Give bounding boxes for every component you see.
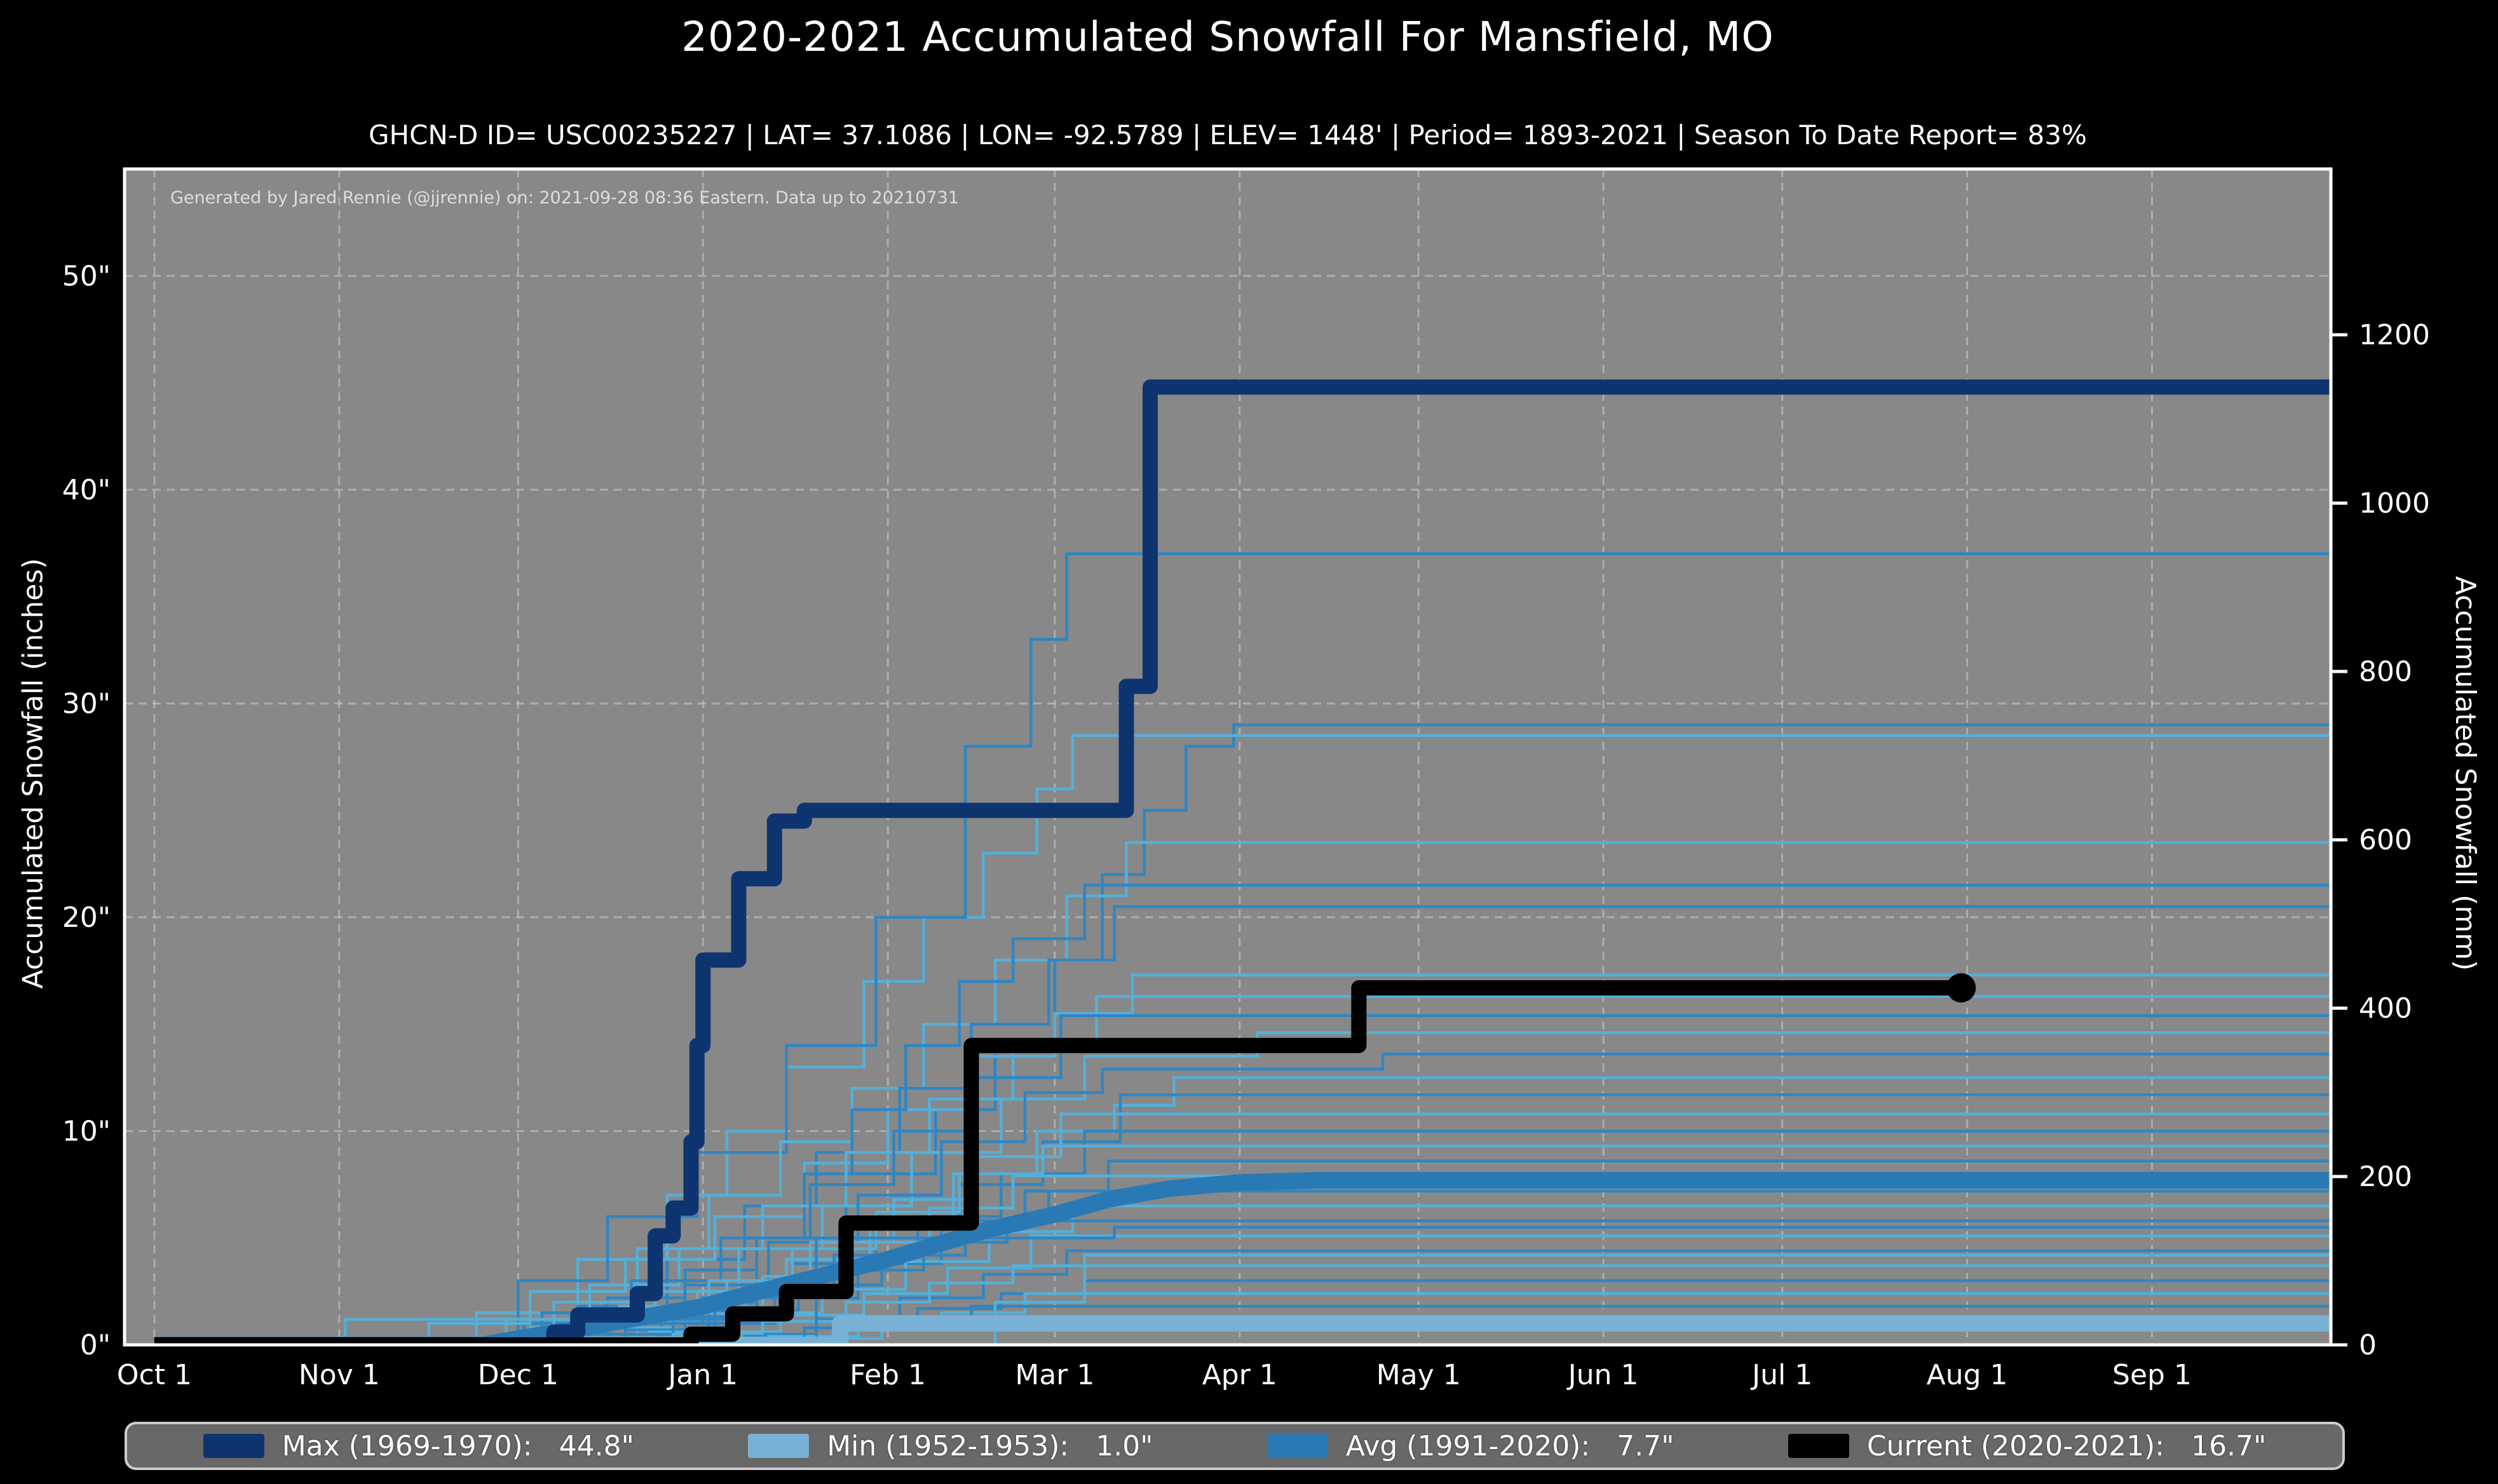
y-left-tick-0: 0" (80, 1329, 111, 1361)
station-metadata-subtitle: GHCN-D ID= USC00235227 | LAT= 37.1086 | … (368, 119, 2087, 151)
x-tick-May-1: May 1 (1376, 1359, 1461, 1391)
legend-item-min: Min (1952-1953): 1.0" (748, 1430, 1153, 1462)
page-title: 2020-2021 Accumulated Snowfall For Mansf… (681, 14, 1774, 61)
legend-swatch-min (748, 1434, 810, 1458)
y-right-tick-1000: 1000 (2359, 487, 2430, 520)
series-line-max (154, 379, 2331, 1345)
y-left-tick-50: 50" (62, 260, 111, 292)
legend-value-max: 44.8" (550, 1429, 634, 1462)
legend-item-max: Max (1969-1970): 44.8" (203, 1430, 634, 1462)
legend-label-min: Min (1952-1953): (827, 1429, 1069, 1462)
x-tick-Feb-1: Feb 1 (850, 1359, 926, 1391)
x-tick-Jul-1: Jul 1 (1750, 1359, 1812, 1391)
y-left-tick-40: 40" (62, 474, 111, 506)
y-right-tick-1200: 1200 (2359, 319, 2430, 351)
legend-item-current: Current (2020-2021): 16.7" (1788, 1430, 2266, 1462)
legend-value-current: 16.7" (2182, 1429, 2267, 1462)
x-tick-Mar-1: Mar 1 (1015, 1359, 1094, 1391)
legend-label-avg: Avg (1991-2020): (1345, 1429, 1591, 1462)
legend-value-min: 1.0" (1087, 1429, 1153, 1462)
right-axis-label-wrap: Accumulated Snowfall (mm) (2224, 576, 2498, 971)
legend-swatch-current (1788, 1434, 1849, 1458)
left-axis-label: Accumulated Snowfall (inches) (17, 558, 50, 989)
x-tick-Apr-1: Apr 1 (1202, 1359, 1277, 1391)
x-tick-Oct-1: Oct 1 (117, 1359, 192, 1391)
legend-swatch-avg (1266, 1434, 1328, 1458)
legend-label-max: Max (1969-1970): (282, 1429, 533, 1462)
x-tick-Nov-1: Nov 1 (299, 1359, 380, 1391)
plot-spines (123, 167, 2333, 1347)
x-tick-Jan-1: Jan 1 (666, 1359, 738, 1391)
y-left-tick-20: 20" (62, 901, 111, 934)
y-right-tick-400: 400 (2359, 992, 2412, 1025)
background-season-line-1 (154, 734, 2331, 1345)
x-tick-Aug-1: Aug 1 (1927, 1359, 2008, 1391)
y-left-tick-30: 30" (62, 687, 111, 720)
y-right-tick-800: 800 (2359, 656, 2412, 688)
background-season-line-29 (154, 1253, 2331, 1345)
background-season-line-19 (154, 1204, 2331, 1345)
watermark-text: Generated by Jared Rennie (@jjrennie) on… (170, 188, 960, 208)
legend-value-avg: 7.7" (1608, 1429, 1674, 1462)
plot-background (125, 169, 2331, 1345)
y-right-tick-200: 200 (2359, 1161, 2412, 1193)
legend-bar: Max (1969-1970): 44.8" Min (1952-1953): 1… (125, 1422, 2345, 1470)
series-line-min (154, 1315, 2331, 1345)
right-axis-label: Accumulated Snowfall (mm) (2449, 576, 2482, 971)
x-tick-Jun-1: Jun 1 (1566, 1359, 1639, 1391)
legend-item-avg: Avg (1991-2020): 7.7" (1266, 1429, 1674, 1462)
y-left-tick-10: 10" (62, 1115, 111, 1147)
y-right-tick-0: 0 (2359, 1329, 2377, 1361)
current-endpoint-dot (1946, 973, 1976, 1002)
series-line-current (154, 980, 1962, 1345)
legend-swatch-max (203, 1434, 264, 1458)
legend-label-current: Current (2020-2021): (1866, 1429, 2165, 1462)
x-tick-Sep-1: Sep 1 (2112, 1359, 2192, 1391)
background-season-line-2 (154, 552, 2331, 1345)
x-tick-Dec-1: Dec 1 (478, 1359, 559, 1391)
left-axis-label-wrap: Accumulated Snowfall (inches) (0, 558, 275, 989)
y-right-tick-600: 600 (2359, 824, 2412, 856)
